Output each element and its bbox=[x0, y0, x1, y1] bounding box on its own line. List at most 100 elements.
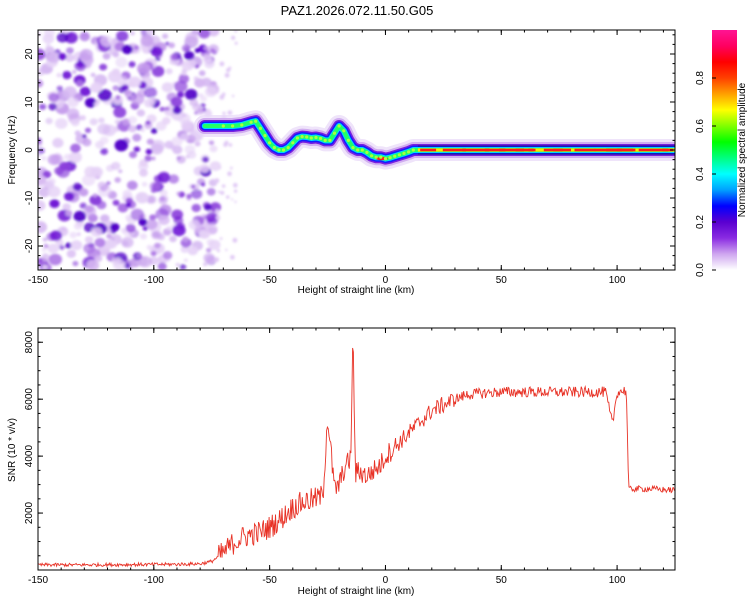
noise-blob bbox=[62, 71, 72, 80]
noise-blob bbox=[207, 30, 220, 37]
noise-blob bbox=[67, 97, 79, 108]
noise-blob bbox=[206, 238, 215, 246]
ridge-highlight bbox=[258, 126, 262, 130]
noise-blob bbox=[150, 127, 158, 134]
noise-blob bbox=[137, 254, 143, 259]
ridge-highlight bbox=[319, 136, 323, 141]
noise-blob bbox=[38, 200, 46, 211]
noise-speck bbox=[234, 189, 238, 193]
noise-blob bbox=[106, 233, 112, 239]
noise-blob bbox=[187, 246, 199, 256]
noise-blob bbox=[198, 30, 211, 39]
noise-blob bbox=[79, 115, 86, 121]
spectrogram-ytick-label: 10 bbox=[24, 96, 35, 108]
ridge-highlight bbox=[254, 119, 258, 123]
noise-blob bbox=[50, 154, 64, 165]
noise-blob bbox=[116, 30, 129, 42]
noise-blob bbox=[145, 219, 158, 230]
ridge-highlight bbox=[407, 150, 411, 154]
noise-blob bbox=[112, 86, 118, 91]
noise-speck bbox=[234, 200, 237, 203]
noise-speck bbox=[215, 89, 219, 94]
noise-speck bbox=[219, 95, 225, 100]
noise-blob bbox=[38, 187, 51, 198]
noise-blob bbox=[49, 199, 60, 209]
ridge-highlight bbox=[240, 123, 244, 127]
ridge-highlight bbox=[328, 138, 332, 142]
noise-blob bbox=[206, 212, 218, 223]
noise-speck bbox=[219, 166, 222, 169]
snr-xtick-label: -150 bbox=[28, 575, 48, 586]
noise-blob bbox=[114, 177, 121, 183]
noise-blob bbox=[133, 45, 140, 50]
noise-blob bbox=[84, 97, 97, 108]
noise-blob bbox=[195, 223, 205, 232]
noise-blob bbox=[162, 117, 171, 125]
ridge-highlight bbox=[309, 136, 313, 140]
noise-blob bbox=[111, 229, 117, 234]
noise-blob bbox=[73, 222, 83, 230]
ridge-highlight bbox=[332, 131, 337, 135]
noise-blob bbox=[161, 82, 174, 93]
noise-blob bbox=[175, 262, 180, 267]
noise-blob bbox=[162, 33, 169, 39]
noise-blob bbox=[103, 239, 115, 250]
noise-blob bbox=[92, 193, 98, 198]
noise-blob bbox=[128, 125, 137, 133]
noise-blob bbox=[94, 237, 106, 248]
noise-blob bbox=[158, 196, 168, 205]
noise-blob bbox=[105, 221, 111, 226]
noise-blob bbox=[102, 52, 111, 60]
noise-blob bbox=[91, 227, 103, 238]
noise-blob bbox=[42, 264, 48, 270]
snr-xtick-label: -50 bbox=[262, 575, 277, 586]
noise-blob bbox=[118, 169, 123, 174]
noise-blob bbox=[65, 210, 73, 217]
noise-blob bbox=[144, 98, 155, 108]
noise-blob bbox=[97, 123, 111, 135]
noise-blob bbox=[56, 72, 62, 78]
noise-blob bbox=[170, 53, 178, 61]
noise-blob bbox=[39, 103, 47, 110]
ridge-highlight bbox=[300, 135, 304, 139]
ridge-highlight bbox=[305, 135, 309, 139]
noise-speck bbox=[224, 72, 230, 78]
noise-blob bbox=[98, 117, 105, 124]
noise-speck bbox=[217, 249, 220, 253]
noise-speck bbox=[214, 178, 220, 184]
noise-blob bbox=[200, 95, 207, 102]
noise-blob bbox=[132, 252, 142, 261]
noise-blob bbox=[64, 32, 78, 44]
noise-blob bbox=[47, 185, 61, 198]
noise-blob bbox=[194, 78, 206, 88]
ridge-highlight bbox=[402, 151, 406, 155]
snr-panel: -150 -100 -50 0 50 100 2000 4000 6000 8000 Height… bbox=[7, 327, 676, 597]
noise-blob bbox=[66, 249, 77, 258]
colorbar-tick-label: 0.0 bbox=[695, 263, 706, 277]
noise-blob bbox=[158, 215, 170, 226]
noise-blob bbox=[139, 169, 148, 177]
noise-blob bbox=[72, 260, 79, 267]
noise-blob bbox=[125, 197, 133, 204]
noise-blob bbox=[122, 196, 127, 200]
noise-blob bbox=[107, 70, 122, 83]
noise-blob bbox=[118, 86, 127, 94]
noise-blob bbox=[65, 54, 75, 62]
noise-blob bbox=[112, 199, 120, 206]
ridge-highlight bbox=[281, 148, 286, 152]
noise-blob bbox=[198, 70, 206, 77]
ridge-highlight bbox=[277, 148, 281, 152]
noise-blob bbox=[38, 137, 43, 145]
noise-speck bbox=[227, 171, 232, 177]
noise-blob bbox=[180, 133, 190, 142]
noise-speck bbox=[227, 110, 233, 116]
noise-blob bbox=[149, 214, 157, 221]
snr-xtick-label: 0 bbox=[383, 575, 389, 586]
noise-blob bbox=[122, 189, 132, 198]
noise-blob bbox=[125, 223, 136, 233]
spectrogram-xtick-label: -150 bbox=[28, 275, 48, 286]
noise-blob bbox=[139, 233, 148, 240]
noise-blob bbox=[173, 216, 184, 225]
noise-blob bbox=[52, 137, 63, 147]
